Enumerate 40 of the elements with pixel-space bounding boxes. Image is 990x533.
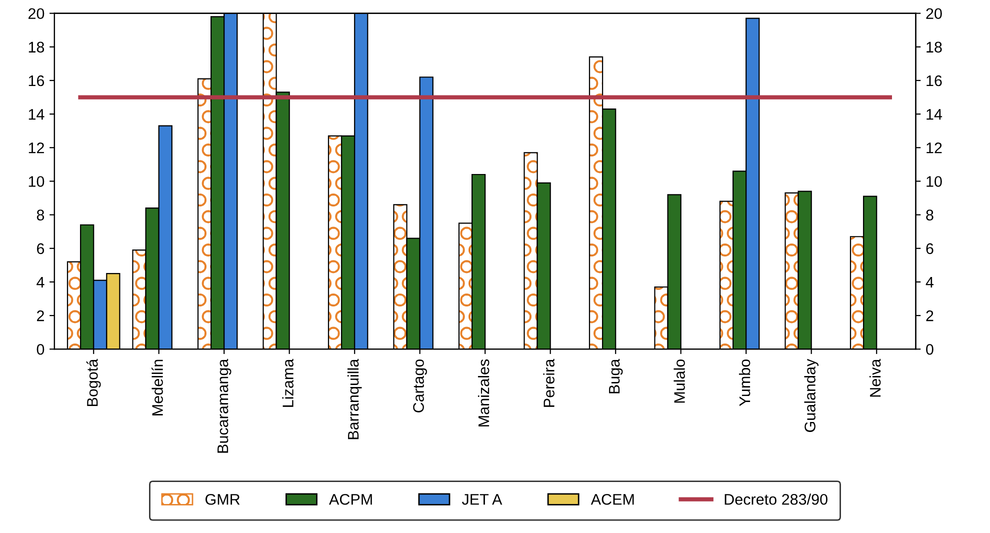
x-tick-label: Yumbo <box>738 359 750 406</box>
x-tick-label: Manizales <box>478 359 490 426</box>
x-tick-label: Neiva <box>869 358 881 397</box>
x-tick-label: Barranquilla <box>347 358 362 440</box>
y2-tick-label: 16 <box>926 75 942 86</box>
y2-tick-label: 20 <box>926 8 942 20</box>
y-tick-label: 0 <box>36 344 44 355</box>
y-tick-label: 8 <box>36 210 44 220</box>
legend-label: GMR <box>206 494 240 505</box>
y-tick-label: 18 <box>28 42 44 53</box>
x-tick-label: Mulalo <box>674 359 685 403</box>
y-tick-label: 12 <box>28 142 44 154</box>
x-tick-label: Bucaramanga <box>218 358 232 453</box>
x-tick-label: Lizama <box>282 358 294 407</box>
x-tick-label: Gualanday <box>804 358 818 432</box>
x-tick-label: Bogotá <box>86 358 101 406</box>
x-tick-label: Buga <box>609 358 623 394</box>
x-tick-label: Medellín <box>152 360 163 416</box>
y2-tick-label: 18 <box>926 42 942 53</box>
y2-tick-label: 10 <box>926 176 942 187</box>
legend-label: ACEM <box>590 494 634 505</box>
y2-tick-label: 8 <box>926 210 934 220</box>
y2-tick-label: 0 <box>926 344 934 355</box>
y2-tick-label: 14 <box>926 109 942 120</box>
y-tick-label: 6 <box>37 243 44 254</box>
y-tick-label: 10 <box>28 176 44 187</box>
legend-label: Decreto 283/90 <box>724 494 828 505</box>
y-tick-label: 16 <box>28 75 44 86</box>
y-tick-label: 14 <box>28 109 44 120</box>
y2-tick-label: 2 <box>926 310 934 322</box>
y-tick-label: 20 <box>28 8 44 20</box>
y-tick-label: 2 <box>37 310 44 322</box>
x-tick-label: Pereira <box>543 358 554 407</box>
y-tick-label: 4 <box>36 276 44 288</box>
legend-label: ACPM <box>329 494 372 505</box>
legend-label: JET A <box>462 494 502 505</box>
x-tick-label: Cartago <box>413 359 427 412</box>
y2-tick-label: 4 <box>926 276 934 288</box>
y2-tick-label: 12 <box>926 142 942 154</box>
y2-tick-label: 6 <box>926 243 934 254</box>
